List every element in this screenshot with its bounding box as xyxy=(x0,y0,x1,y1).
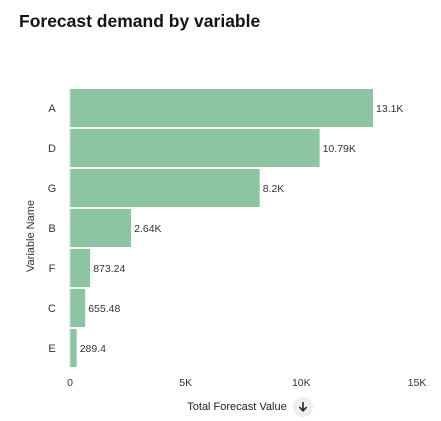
category-label: F xyxy=(49,263,56,275)
x-tick-label: 10K xyxy=(292,377,311,389)
data-label: 873.24 xyxy=(93,263,125,275)
bar-b[interactable] xyxy=(70,209,132,247)
bar-g[interactable] xyxy=(70,169,260,207)
data-label: 13.1K xyxy=(376,103,403,115)
bar-f[interactable] xyxy=(70,249,91,287)
x-tick-label: 0 xyxy=(67,377,73,389)
arrow-down-icon xyxy=(299,401,307,412)
bar-d[interactable] xyxy=(70,129,320,167)
category-label: B xyxy=(48,223,55,235)
page-title: Forecast demand by variable xyxy=(19,11,261,31)
bar-e[interactable] xyxy=(70,329,77,367)
x-tick-label: 15K xyxy=(408,377,427,389)
category-label: G xyxy=(48,183,57,195)
data-label: 289.4 xyxy=(80,343,106,355)
category-label: C xyxy=(48,303,56,315)
data-label: 8.2K xyxy=(263,183,285,195)
bars-layer xyxy=(70,89,373,367)
data-label: 2.64K xyxy=(134,223,161,235)
category-label: D xyxy=(48,143,56,155)
x-axis-title: Total Forecast Value xyxy=(187,401,286,413)
bar-c[interactable] xyxy=(70,289,86,327)
y-axis-title: Variable Name xyxy=(25,200,37,272)
category-label: A xyxy=(48,103,56,115)
data-label: 10.79K xyxy=(323,143,356,155)
category-label: E xyxy=(48,343,55,355)
data-label: 655.48 xyxy=(88,303,120,315)
bar-a[interactable] xyxy=(70,89,373,127)
x-tick-label: 5K xyxy=(179,377,192,389)
labels-layer: A 13.1K D 10.79K G 8.2K B 2.64K F 873.24 C 655.48 E 2… xyxy=(48,103,427,389)
sort-button[interactable] xyxy=(293,397,313,417)
